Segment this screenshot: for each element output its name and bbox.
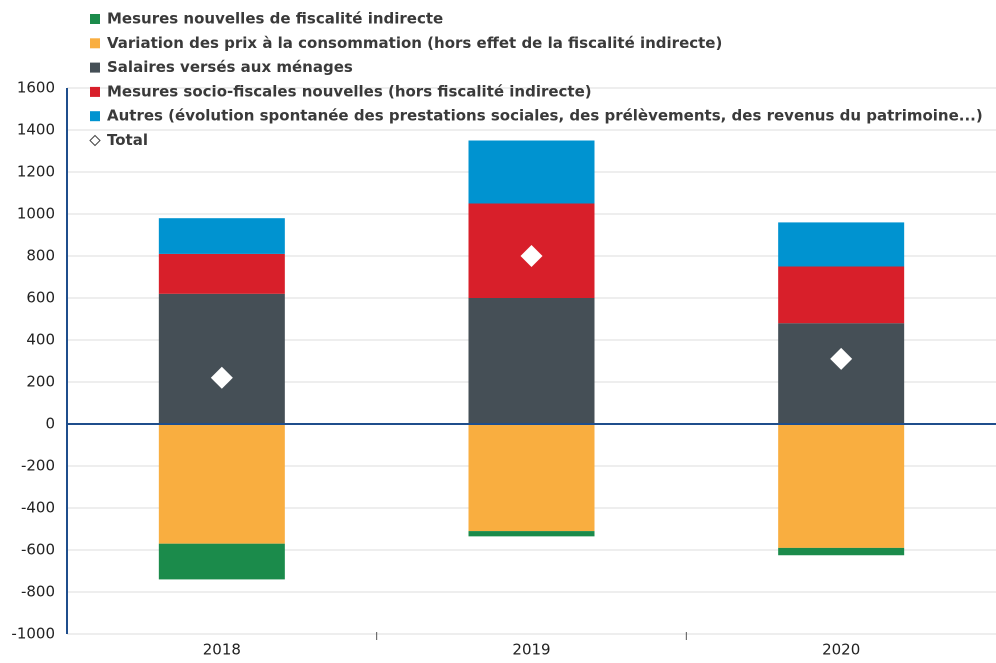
bar-segment (468, 424, 595, 532)
total-marker (830, 347, 853, 370)
legend-marker (90, 86, 100, 97)
x-tick-label: 2019 (512, 641, 550, 659)
legend-marker (89, 134, 101, 147)
legend-marker (90, 14, 100, 24)
bar-segment (158, 543, 285, 580)
y-tick-label: 200 (26, 373, 55, 391)
legend-marker (90, 38, 100, 49)
y-tick-label: 800 (26, 247, 55, 265)
y-tick-label: -600 (21, 541, 55, 559)
bar-segment (778, 547, 905, 556)
y-tick-label: -1000 (11, 625, 55, 643)
bar-segment (778, 266, 905, 324)
bar-segment (778, 424, 905, 548)
bar-segment (158, 218, 285, 254)
legend-label: Mesures nouvelles de fiscalité indirecte (107, 10, 443, 28)
y-tick-label: 600 (26, 289, 55, 307)
y-tick-label: -200 (21, 457, 55, 475)
y-tick-label: 1400 (17, 121, 55, 139)
bar-segment (158, 253, 285, 294)
x-tick-label: 2018 (203, 641, 241, 659)
y-tick-label: 0 (45, 415, 55, 433)
y-tick-label: 1600 (17, 79, 55, 97)
y-tick-label: 400 (26, 331, 55, 349)
y-tick-label: 1200 (17, 163, 55, 181)
legend-marker (90, 62, 100, 73)
bar-segment (468, 298, 595, 424)
y-tick-label: 1000 (17, 205, 55, 223)
y-tick-label: -400 (21, 499, 55, 517)
bar-segment (158, 293, 285, 424)
legend-label: Total (107, 131, 148, 149)
legend-label: Salaires versés aux ménages (107, 58, 353, 76)
bar-segment (778, 323, 905, 424)
bar-segment (158, 424, 285, 544)
legend-label: Autres (évolution spontanée des prestati… (107, 107, 983, 125)
legend-marker (90, 111, 100, 122)
bar-segment (468, 531, 595, 537)
legend-label: Variation des prix à la consommation (ho… (107, 34, 722, 52)
bar-segment (468, 140, 595, 204)
total-marker (210, 366, 233, 389)
total-marker (520, 245, 543, 267)
bar-segment (778, 222, 905, 267)
legend-label: Mesures socio-fiscales nouvelles (hors f… (107, 82, 592, 100)
y-tick-label: -800 (21, 583, 55, 601)
x-tick-label: 2020 (822, 641, 860, 659)
